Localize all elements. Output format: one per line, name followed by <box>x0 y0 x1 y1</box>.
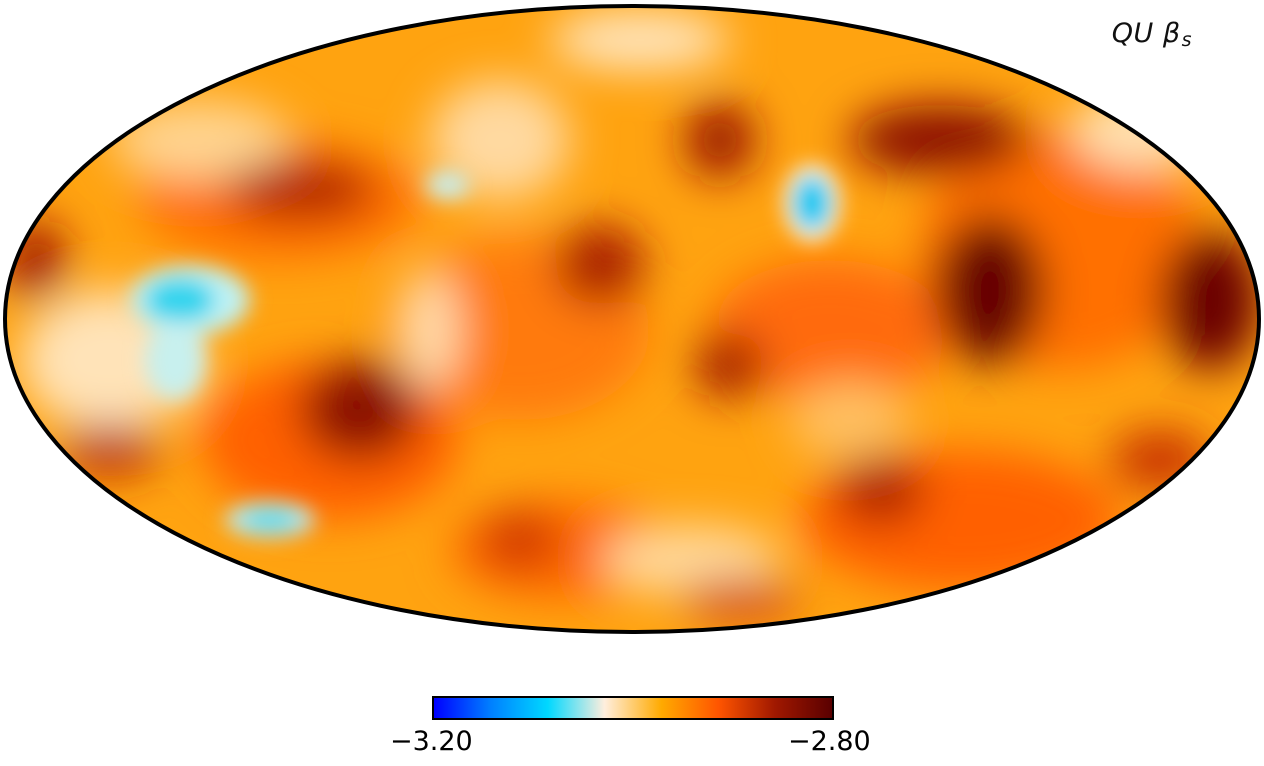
map-outline <box>3 4 1261 634</box>
map-label-subscript: s <box>1181 29 1192 51</box>
colorbar-max-label: −2.80 <box>788 726 871 757</box>
map-label-main: QU β <box>1111 18 1181 49</box>
colorbar <box>432 696 834 720</box>
map-label: QU βs <box>1112 18 1192 51</box>
map-field <box>5 6 1259 632</box>
colorbar-min-label: −3.20 <box>390 726 473 757</box>
